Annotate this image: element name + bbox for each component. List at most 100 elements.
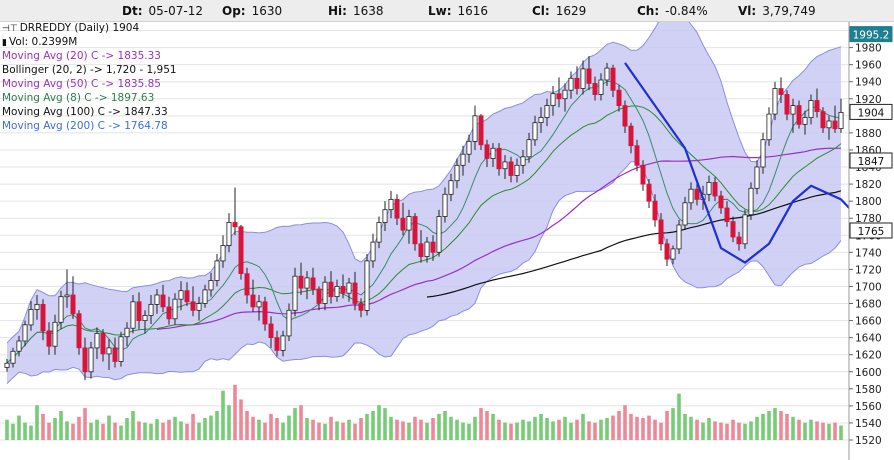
candle-down	[628, 125, 634, 147]
candle-up	[688, 188, 694, 204]
candle-down	[730, 221, 736, 238]
y-tick-label: 1980	[855, 43, 882, 55]
y-tick-label: 1620	[855, 350, 882, 362]
high-readout: Hi: 1638	[328, 4, 384, 18]
volume-bar	[737, 422, 741, 440]
candle-down	[634, 145, 640, 166]
candle-up	[280, 335, 286, 351]
volume-bar	[533, 416, 537, 440]
legend-bollinger: Bollinger (20, 2) -> 1,720 - 1,951	[2, 64, 177, 76]
candle-down	[70, 294, 76, 315]
y-tick-label: 1680	[855, 299, 882, 311]
volume-bar	[101, 423, 105, 440]
candle-down	[394, 198, 400, 219]
candle-up	[334, 285, 340, 297]
volume-bar	[41, 413, 45, 440]
candle-down	[268, 323, 274, 339]
volume-bar	[323, 423, 327, 440]
volume-bar	[437, 413, 441, 440]
bollinger-lower-line	[6, 161, 842, 385]
candle-up	[490, 147, 496, 159]
volume-bar	[59, 411, 63, 440]
volume-bar	[773, 408, 777, 440]
candle-up	[754, 166, 760, 189]
candle-down	[310, 277, 316, 290]
volume-bar	[143, 422, 147, 440]
volume-bar	[383, 408, 387, 440]
volume-bar	[137, 421, 141, 440]
candle-up	[388, 198, 394, 210]
y-tick-label: 1660	[855, 316, 882, 328]
volume-bar	[149, 423, 153, 440]
volume-bar	[761, 413, 765, 440]
y-tick-label: 1880	[855, 128, 882, 140]
candle-up	[22, 324, 28, 342]
candle-up	[172, 298, 178, 320]
candle-up	[514, 164, 520, 176]
volume-bar	[359, 418, 363, 440]
volume-bar	[173, 416, 177, 440]
candle-down	[646, 183, 652, 202]
volume-bar	[683, 413, 687, 440]
volume-bar	[731, 419, 735, 440]
volume-bar	[629, 413, 633, 440]
candle-down	[712, 181, 718, 197]
candle-up	[16, 340, 22, 352]
legend-ma20: Moving Avg (20) C -> 1835.33	[2, 50, 161, 62]
volume-bar	[191, 413, 195, 440]
volume-bar	[827, 423, 831, 440]
volume-bar	[593, 422, 597, 440]
volume-bar	[335, 421, 339, 440]
volume-bar	[581, 413, 585, 440]
candle-type-icon: ⊣⊤	[2, 24, 18, 34]
candle-up	[304, 277, 310, 289]
volume-bar	[695, 419, 699, 440]
candle-down	[412, 216, 418, 245]
legend-symbol: ⊣⊤ DRREDDY (Daily) 1904	[2, 22, 140, 34]
volume-bar	[587, 421, 591, 440]
volume-bar	[341, 422, 345, 440]
candle-up	[196, 303, 202, 311]
candle-down	[136, 301, 142, 321]
volume-bar	[491, 413, 495, 440]
volume-bar	[755, 416, 759, 440]
candle-up	[472, 115, 478, 142]
volume-bar	[203, 418, 207, 440]
candlesticks	[4, 56, 844, 381]
volume-bar	[53, 418, 57, 440]
volume-bar	[239, 399, 243, 440]
volume-bar	[623, 405, 627, 440]
volume-bar	[221, 390, 225, 440]
volume-bar	[167, 419, 171, 440]
candle-up	[256, 301, 262, 308]
candle-up	[10, 350, 16, 364]
volume-bar	[611, 415, 615, 440]
y-tick-label: 1520	[855, 435, 882, 447]
volume-bar	[431, 418, 435, 440]
volume-bar	[599, 419, 603, 440]
volume-bar	[161, 422, 165, 440]
candle-down	[100, 332, 106, 355]
volume-bar	[233, 384, 237, 440]
volume-bar	[365, 413, 369, 440]
ma8-line	[6, 81, 842, 364]
candle-down	[586, 68, 592, 84]
candle-down	[664, 243, 670, 260]
volume-bar	[269, 413, 273, 440]
candle-down	[400, 217, 406, 231]
y-tick-label: 1560	[855, 401, 882, 413]
candle-down	[238, 226, 244, 274]
volume-bar	[131, 411, 135, 440]
trendline-zigzag[interactable]	[624, 62, 894, 264]
volume-bar	[395, 419, 399, 440]
candle-up	[544, 105, 550, 118]
volume-bar	[785, 413, 789, 440]
volume-bar	[749, 421, 753, 440]
volume-bar	[473, 416, 477, 440]
y-tick-label: 1800	[855, 196, 882, 208]
candle-up	[88, 347, 94, 373]
candle-down	[352, 282, 358, 304]
volume-bar	[281, 422, 285, 440]
candle-up	[424, 241, 430, 258]
